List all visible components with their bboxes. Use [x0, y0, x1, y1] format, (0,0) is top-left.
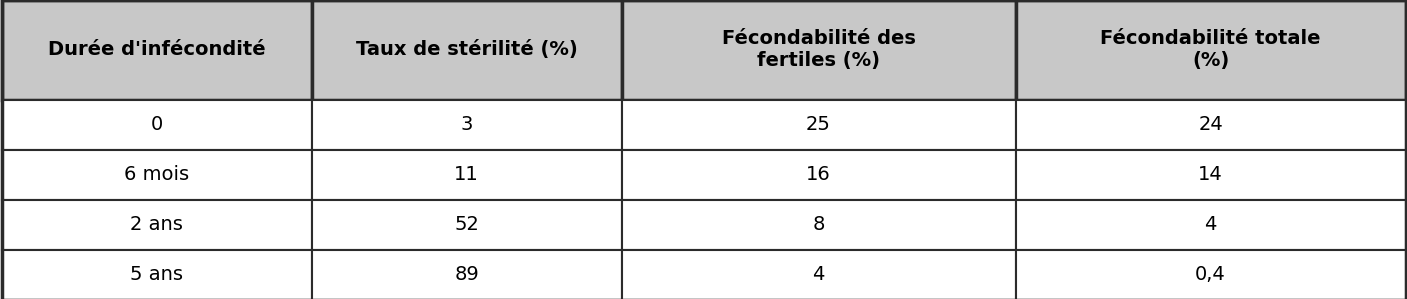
Bar — [1016, 249, 1406, 299]
Text: 6 mois: 6 mois — [124, 165, 189, 184]
Text: 3: 3 — [460, 115, 473, 134]
Text: 11: 11 — [454, 165, 478, 184]
Bar — [311, 249, 622, 299]
Bar — [1016, 199, 1406, 249]
Bar — [311, 150, 622, 199]
Text: 16: 16 — [806, 165, 832, 184]
Bar — [622, 100, 1016, 150]
Bar — [1, 199, 311, 249]
Bar — [311, 0, 622, 100]
Bar — [622, 249, 1016, 299]
Text: Taux de stérilité (%): Taux de stérilité (%) — [356, 40, 577, 59]
Text: Fécondabilité des
fertiles (%): Fécondabilité des fertiles (%) — [722, 29, 916, 70]
Text: 89: 89 — [454, 265, 478, 284]
Bar — [311, 100, 622, 150]
Bar — [1016, 150, 1406, 199]
Text: 0,4: 0,4 — [1195, 265, 1225, 284]
Bar — [1, 249, 311, 299]
Bar — [1, 100, 311, 150]
Text: Fécondabilité totale
(%): Fécondabilité totale (%) — [1100, 29, 1321, 70]
Text: 4: 4 — [1204, 215, 1217, 234]
Bar — [622, 199, 1016, 249]
Text: 52: 52 — [454, 215, 478, 234]
Text: 4: 4 — [812, 265, 825, 284]
Bar — [622, 150, 1016, 199]
Bar — [1016, 0, 1406, 100]
Bar — [1, 0, 311, 100]
Bar — [1, 150, 311, 199]
Bar — [622, 0, 1016, 100]
Text: Durée d'infécondité: Durée d'infécondité — [48, 40, 266, 59]
Text: 24: 24 — [1199, 115, 1223, 134]
Bar — [1016, 100, 1406, 150]
Text: 2 ans: 2 ans — [129, 215, 183, 234]
Text: 14: 14 — [1199, 165, 1223, 184]
Text: 25: 25 — [806, 115, 832, 134]
Bar — [311, 199, 622, 249]
Text: 8: 8 — [812, 215, 825, 234]
Text: 5 ans: 5 ans — [129, 265, 183, 284]
Text: 0: 0 — [151, 115, 163, 134]
